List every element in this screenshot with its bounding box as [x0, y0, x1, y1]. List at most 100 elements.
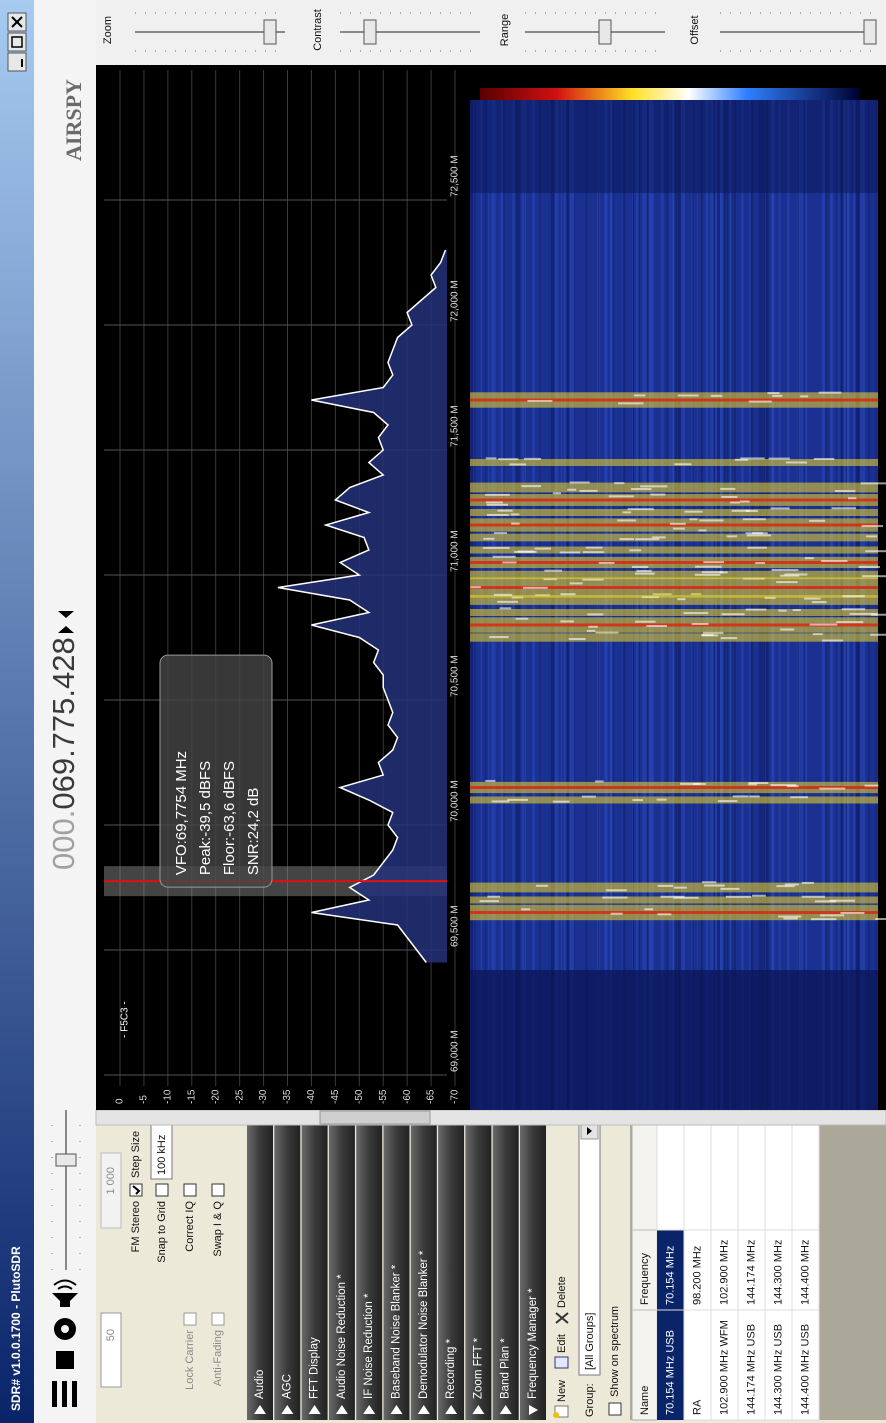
waterfall-noise	[828, 100, 829, 1110]
waterfall-speckle	[862, 525, 883, 527]
waterfall-noise	[840, 100, 843, 1110]
waterfall-speckle	[813, 633, 823, 635]
waterfall-noise	[764, 100, 765, 1110]
fm-stereo-checkbox[interactable]	[130, 1184, 142, 1196]
snap-to-grid-checkbox[interactable]	[156, 1184, 168, 1196]
waterfall-speckle	[650, 494, 665, 496]
spectrum-label: - F5C3 -	[120, 1001, 131, 1038]
lock-carrier-checkbox[interactable]	[184, 1313, 196, 1325]
waterfall-noise	[623, 100, 626, 1110]
maximize-button[interactable]	[8, 33, 26, 51]
waterfall-speckle	[848, 497, 856, 499]
waterfall-noise	[525, 100, 526, 1110]
waterfall-speckle	[684, 511, 702, 513]
slider-thumb[interactable]	[264, 20, 276, 44]
waterfall-speckle	[509, 463, 526, 465]
waterfall-speckle	[632, 799, 643, 801]
waterfall-speckle	[535, 548, 551, 550]
waterfall-noise	[839, 100, 840, 1110]
minimize-button[interactable]	[8, 53, 26, 71]
waterfall-speckle	[811, 918, 836, 920]
waterfall-noise	[661, 100, 664, 1110]
x-tick-label: 69,000 M	[450, 1030, 461, 1072]
waterfall-speckle	[802, 882, 814, 884]
waterfall-speckle	[835, 490, 855, 492]
waterfall-speckle	[588, 626, 597, 628]
waterfall-speckle	[720, 571, 728, 573]
step-size-label: Step Size	[130, 1131, 142, 1178]
waterfall-speckle	[527, 400, 552, 402]
settings-button[interactable]	[54, 1318, 76, 1340]
delete-button[interactable]: Delete	[556, 1276, 568, 1308]
waterfall-noise	[799, 100, 800, 1110]
waterfall-noise	[801, 100, 803, 1110]
section-title: IF Noise Reduction *	[363, 1293, 375, 1399]
frequency-display[interactable]: 000.069.775.428	[46, 637, 81, 870]
section-title: Zoom FFT *	[472, 1337, 484, 1399]
swap-iq-checkbox[interactable]	[212, 1184, 224, 1196]
new-button[interactable]: New	[556, 1380, 568, 1402]
waterfall-speckle	[560, 620, 573, 622]
group-value: [All Groups]	[584, 1313, 596, 1370]
waterfall-speckle	[790, 796, 808, 798]
logo: AIRSPY	[61, 79, 86, 161]
waterfall-noise	[853, 100, 855, 1110]
waterfall-speckle	[721, 888, 740, 890]
waterfall-speckle	[674, 887, 687, 889]
squelch-input[interactable]	[101, 1313, 121, 1387]
edit-button[interactable]: Edit	[556, 1334, 568, 1353]
column-header[interactable]: Frequency	[639, 1253, 651, 1305]
waterfall-noise	[632, 100, 633, 1110]
anti-fading-checkbox[interactable]	[212, 1313, 224, 1325]
waterfall-speckle	[595, 780, 604, 782]
waterfall-speckle	[498, 458, 518, 460]
waterfall-speckle	[497, 601, 518, 603]
waterfall-noise	[734, 100, 736, 1110]
scrollbar[interactable]	[96, 1110, 886, 1125]
waterfall-noise	[551, 100, 552, 1110]
waterfall-speckle	[703, 561, 724, 563]
waterfall-speckle	[702, 634, 719, 636]
table-cell: 102.900 MHz	[718, 1240, 730, 1305]
waterfall-signal	[470, 571, 878, 579]
column-header[interactable]: Name	[639, 1386, 651, 1415]
group-label: Group:	[584, 1383, 596, 1417]
waterfall-noise	[605, 100, 607, 1110]
waterfall-speckle	[658, 885, 674, 887]
waterfall-speckle	[778, 916, 801, 918]
scrollbar-thumb[interactable]	[320, 1111, 430, 1124]
waterfall-noise	[751, 100, 754, 1110]
waterfall-noise	[678, 100, 680, 1110]
y-tick-label: -45	[330, 1089, 341, 1104]
slider-thumb[interactable]	[364, 20, 376, 44]
waterfall-speckle	[483, 547, 510, 549]
waterfall-signal	[470, 797, 878, 804]
waterfall-speckle	[657, 913, 671, 915]
slider-thumb[interactable]	[599, 20, 611, 44]
waterfall-noise	[706, 100, 709, 1110]
waterfall-shade	[470, 970, 878, 1110]
waterfall-speckle	[494, 594, 512, 596]
y-tick-label: -55	[378, 1089, 389, 1104]
slider-thumb[interactable]	[864, 20, 876, 44]
waterfall-noise	[649, 100, 651, 1110]
table-cell: 144.400 MHz	[799, 1240, 811, 1305]
waterfall-speckle	[677, 598, 685, 600]
waterfall-noise	[471, 100, 473, 1110]
waterfall-speckle	[859, 566, 880, 568]
stop-button[interactable]	[56, 1351, 74, 1369]
info-text: VFO:69,7754 MHz	[173, 751, 190, 875]
waterfall-noise	[642, 100, 644, 1110]
waterfall-speckle	[743, 518, 766, 520]
waterfall-noise	[532, 100, 535, 1110]
window-buttons[interactable]	[8, 13, 26, 71]
waterfall-speckle	[523, 587, 548, 589]
waterfall-speckle	[497, 510, 512, 512]
section-title: Demodulator Noise Blanker *	[418, 1250, 430, 1399]
waterfall-noise	[522, 100, 524, 1110]
show-on-spectrum-checkbox[interactable]	[609, 1403, 621, 1415]
correct-iq-checkbox[interactable]	[184, 1184, 196, 1196]
waterfall-speckle	[819, 392, 842, 394]
menu-button[interactable]	[52, 1381, 77, 1407]
table-cell: 70.154 MHz USB	[664, 1330, 676, 1415]
